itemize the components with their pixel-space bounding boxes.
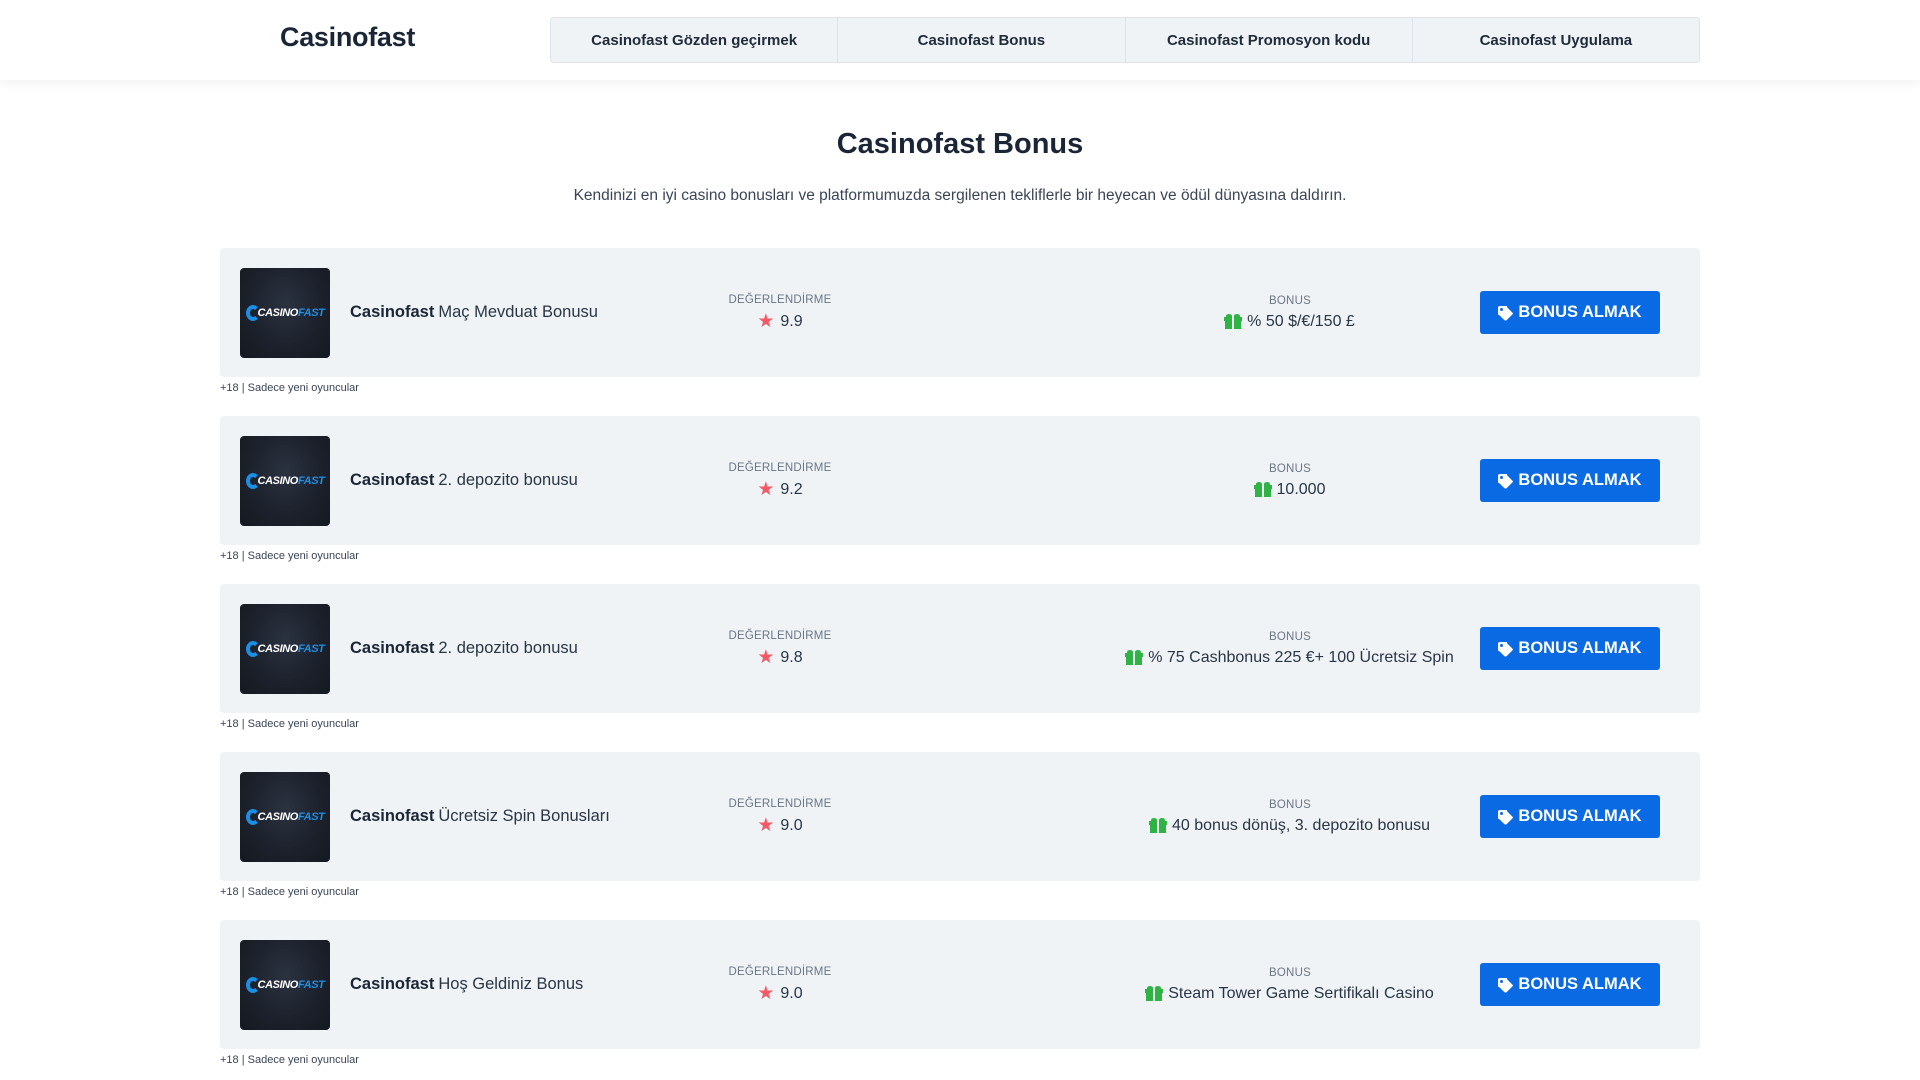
offer-brand: Casinofast (350, 807, 435, 825)
nav-item-app[interactable]: Casinofast Uygulama (1479, 31, 1633, 49)
casino-logo-image[interactable]: CASINOFAST (240, 436, 330, 526)
offer-card: CASINOFAST Casinofast Maç Mevduat Bonusu… (220, 248, 1700, 377)
offer-brand: Casinofast (350, 471, 435, 489)
tag-icon (1498, 473, 1512, 488)
get-bonus-label: BONUS ALMAK (1518, 303, 1642, 321)
offer-title: Casinofast Hoş Geldiniz Bonus (350, 920, 583, 1049)
offer-card: CASINOFAST Casinofast Hoş Geldiniz Bonus… (220, 920, 1700, 1049)
offer-card: CASINOFAST Casinofast 2. depozito bonusu… (220, 584, 1700, 713)
star-icon: ★ (757, 983, 775, 1004)
page-subtitle: Kendinizi en iyi casino bonusları ve pla… (573, 187, 1347, 204)
rating-column: DEĞERLENDİRME ★ 9.8 (680, 584, 880, 713)
rating-column: DEĞERLENDİRME ★ 9.0 (680, 752, 880, 881)
main-nav: Casinofast Gözden geçirmek Casinofast Bo… (550, 17, 1700, 63)
rating-column: DEĞERLENDİRME ★ 9.0 (680, 920, 880, 1049)
bonus-column: BONUS Steam Tower Game Sertifikalı Casin… (980, 920, 1600, 1049)
bonus-value: Steam Tower Game Sertifikalı Casino (1168, 984, 1434, 1002)
rating-value: 9.0 (780, 984, 803, 1002)
rating-label: DEĞERLENDİRME (728, 798, 832, 810)
bonus-value: 40 bonus dönüş, 3. depozito bonusu (1172, 816, 1430, 834)
get-bonus-label: BONUS ALMAK (1518, 807, 1642, 825)
offer-brand: Casinofast (350, 975, 435, 993)
site-header: Casinofast Casinofast Gözden geçirmek Ca… (0, 0, 1920, 80)
get-bonus-button[interactable]: BONUS ALMAK (1480, 795, 1660, 838)
tag-icon (1498, 977, 1512, 992)
rating-value: 9.2 (780, 480, 803, 498)
offer-card: CASINOFAST Casinofast Ücretsiz Spin Bonu… (220, 752, 1700, 881)
offer-title: Casinofast 2. depozito bonusu (350, 584, 578, 713)
offer-title: Casinofast Ücretsiz Spin Bonusları (350, 752, 610, 881)
star-icon: ★ (757, 479, 775, 500)
offer-card: CASINOFAST Casinofast 2. depozito bonusu… (220, 416, 1700, 545)
bonus-column: BONUS % 50 $/€/150 £ (980, 248, 1600, 377)
nav-item-bonus[interactable]: Casinofast Bonus (838, 18, 1126, 62)
offer-title-text: Maç Mevduat Bonusu (438, 303, 598, 321)
rating-column: DEĞERLENDİRME ★ 9.9 (680, 248, 880, 377)
casino-logo-image[interactable]: CASINOFAST (240, 772, 330, 862)
bonus-value: % 50 $/€/150 £ (1247, 312, 1355, 330)
offer-brand: Casinofast (350, 639, 435, 657)
offer-brand: Casinofast (350, 303, 435, 321)
rating-label: DEĞERLENDİRME (728, 966, 832, 978)
casino-logo-image[interactable]: CASINOFAST (240, 604, 330, 694)
offer-title: Casinofast 2. depozito bonusu (350, 416, 578, 545)
casino-logo-image[interactable]: CASINOFAST (240, 268, 330, 358)
bonus-value: 10.000 (1276, 480, 1326, 498)
gift-icon (1145, 986, 1164, 1001)
rating-column: DEĞERLENDİRME ★ 9.2 (680, 416, 880, 545)
rating-label: DEĞERLENDİRME (728, 462, 832, 474)
offer-disclaimer: +18 | Sadece yeni oyuncular (220, 718, 359, 730)
site-logo[interactable]: Casinofast (280, 22, 416, 52)
offer-disclaimer: +18 | Sadece yeni oyuncular (220, 886, 359, 898)
page-title: Casinofast Bonus (836, 128, 1084, 160)
rating-value: 9.9 (780, 312, 803, 330)
casinofast-logo-icon: CASINOFAST (245, 305, 325, 321)
rating-label: DEĞERLENDİRME (728, 294, 832, 306)
bonus-column: BONUS 10.000 (980, 416, 1600, 545)
bonus-value: % 75 Cashbonus 225 €+ 100 Ücretsiz Spin (1148, 648, 1454, 666)
gift-icon (1149, 818, 1167, 833)
tag-icon (1498, 305, 1512, 320)
get-bonus-button[interactable]: BONUS ALMAK (1480, 291, 1660, 334)
get-bonus-button[interactable]: BONUS ALMAK (1480, 627, 1660, 670)
offer-disclaimer: +18 | Sadece yeni oyuncular (220, 1054, 359, 1066)
star-icon: ★ (757, 815, 775, 836)
star-icon: ★ (757, 311, 775, 332)
bonus-column: BONUS 40 bonus dönüş, 3. depozito bonusu (980, 752, 1600, 881)
offer-disclaimer: +18 | Sadece yeni oyuncular (220, 550, 359, 562)
bonus-label: BONUS (1269, 462, 1311, 475)
get-bonus-button[interactable]: BONUS ALMAK (1480, 459, 1660, 502)
tag-icon (1498, 641, 1512, 656)
nav-item-review[interactable]: Casinofast Gözden geçirmek (551, 18, 839, 62)
star-icon: ★ (757, 647, 775, 668)
get-bonus-label: BONUS ALMAK (1518, 639, 1642, 657)
gift-icon (1224, 314, 1243, 329)
casinofast-logo-icon: CASINOFAST (245, 473, 325, 489)
offer-title-text: 2. depozito bonusu (438, 471, 578, 489)
casinofast-logo-icon: CASINOFAST (245, 977, 325, 993)
rating-value: 9.0 (780, 816, 803, 834)
get-bonus-label: BONUS ALMAK (1518, 975, 1642, 993)
casinofast-logo-icon: CASINOFAST (245, 809, 325, 825)
rating-label: DEĞERLENDİRME (728, 630, 832, 642)
casinofast-logo-icon: CASINOFAST (245, 641, 325, 657)
get-bonus-label: BONUS ALMAK (1518, 471, 1642, 489)
bonus-label: BONUS (1269, 798, 1311, 811)
casino-logo-image[interactable]: CASINOFAST (240, 940, 330, 1030)
offer-disclaimer: +18 | Sadece yeni oyuncular (220, 382, 359, 394)
rating-value: 9.8 (780, 648, 803, 666)
offer-title-text: Ücretsiz Spin Bonusları (438, 807, 610, 825)
bonus-label: BONUS (1269, 630, 1311, 643)
offer-title-text: Hoş Geldiniz Bonus (438, 975, 584, 993)
bonus-column: BONUS % 75 Cashbonus 225 €+ 100 Ücretsiz… (980, 584, 1600, 713)
nav-item-promo-code[interactable]: Casinofast Promosyon kodu (1126, 18, 1413, 62)
tag-icon (1498, 809, 1512, 824)
offer-title-text: 2. depozito bonusu (438, 639, 578, 657)
bonus-label: BONUS (1269, 966, 1311, 979)
get-bonus-button[interactable]: BONUS ALMAK (1480, 963, 1660, 1006)
offer-title: Casinofast Maç Mevduat Bonusu (350, 248, 598, 377)
bonus-label: BONUS (1269, 294, 1311, 307)
gift-icon (1253, 482, 1272, 497)
gift-icon (1125, 650, 1144, 665)
